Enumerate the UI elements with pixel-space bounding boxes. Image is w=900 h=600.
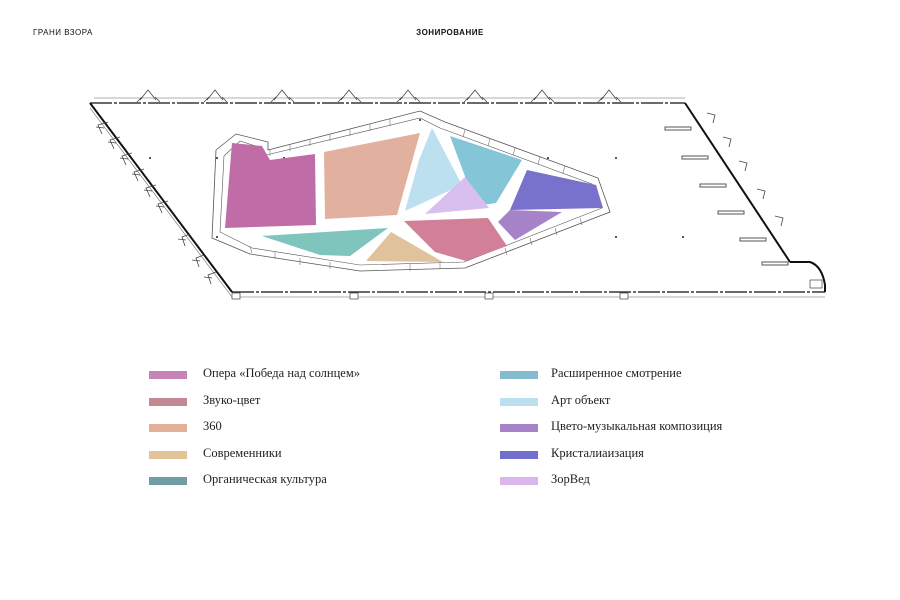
legend-label: Опера «Победа над солнцем»: [203, 366, 361, 380]
legend-label: ЗорВед: [551, 472, 590, 486]
legend-label: Звуко-цвет: [203, 392, 261, 407]
zone-crystal: [510, 170, 603, 210]
legend-swatch: [500, 397, 538, 406]
floor-plan: [89, 89, 826, 300]
window-bumps-right: [706, 112, 784, 227]
legend-label: Современники: [203, 445, 282, 460]
zone-organic: [262, 228, 388, 256]
zone-color-music: [498, 210, 562, 240]
building-outline: [89, 97, 826, 298]
legend-swatch: [149, 371, 187, 379]
zone-extended: [450, 136, 522, 206]
zone-sovremenniki: [366, 232, 443, 262]
zone-zvuko-cvet: [404, 218, 507, 261]
windows-top: [136, 89, 622, 103]
page-title: ЗОНИРОВАНИЕ: [416, 28, 484, 37]
zone-art-object: [405, 128, 462, 211]
legend-swatch: [500, 450, 538, 459]
zone-opera: [225, 143, 316, 228]
columns: [149, 119, 684, 238]
legend-label: 360: [203, 419, 222, 433]
legend-swatch: [149, 424, 187, 432]
legend-swatch: [149, 477, 187, 485]
legend-label: Расширенное смотрение: [551, 366, 682, 380]
legend-swatch: [500, 477, 538, 485]
legend-label: Арт объект: [551, 392, 611, 407]
brand-name: ГРАНИ ВЗОРА: [33, 28, 93, 37]
legend-label: Цвето-музыкальная композиция: [551, 419, 723, 433]
zones: [225, 128, 603, 262]
envelope-ticks: [249, 119, 583, 271]
legend-swatch: [500, 424, 538, 432]
zone-360: [324, 133, 420, 219]
legend-swatch: [149, 450, 187, 459]
windows-left: [95, 121, 217, 285]
legend-swatch: [149, 397, 187, 406]
legend-swatch: [500, 371, 538, 379]
legend-label: Кристалиаизация: [551, 445, 644, 460]
windows-right: [664, 126, 789, 266]
legend-label: Органическая культура: [203, 472, 327, 486]
zone-zorved: [425, 177, 489, 214]
wall-tabs-bottom: [231, 279, 823, 300]
